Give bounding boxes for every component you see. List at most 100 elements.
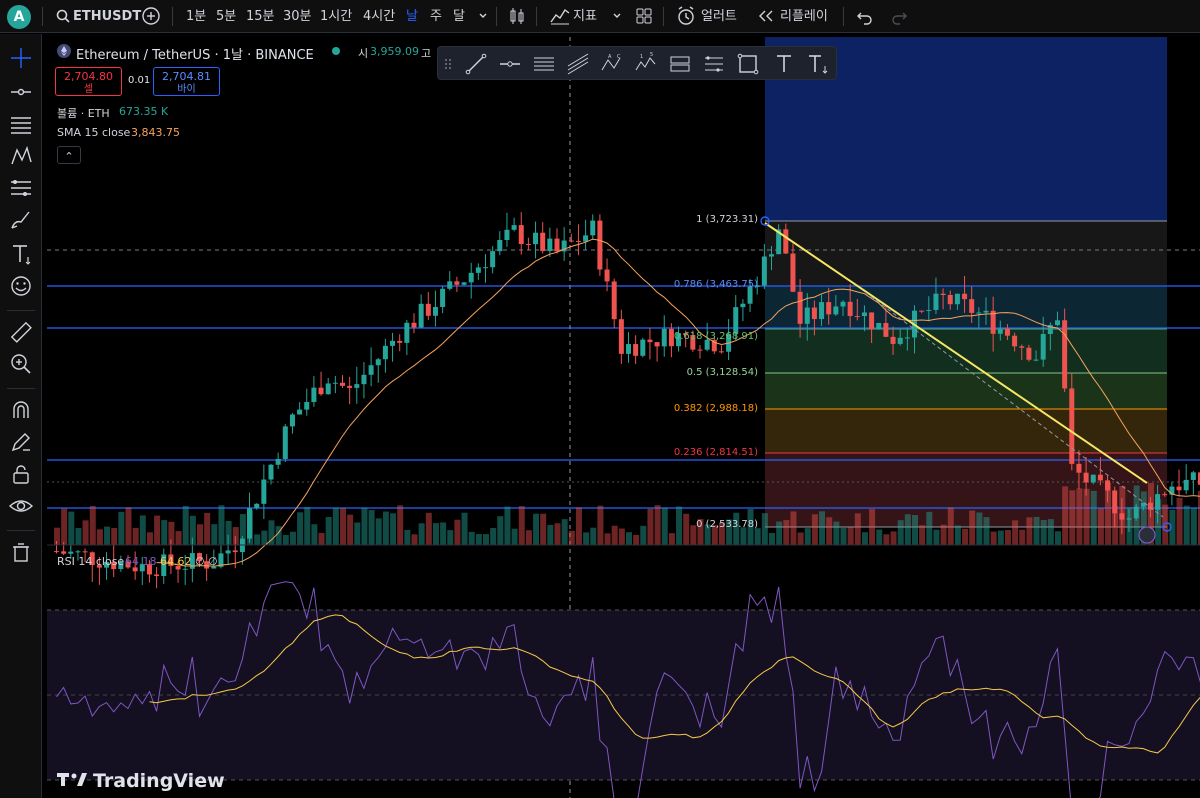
volume-bar [1069,490,1076,545]
draw-hline-icon[interactable] [498,52,522,76]
candle-body [1183,479,1189,491]
volume-bar [511,528,518,545]
sell-button[interactable]: 2,704.80 셀 [55,67,122,96]
redo-icon[interactable] [890,0,908,33]
ruler-icon[interactable] [7,318,35,346]
volume-bar [282,534,289,545]
draw-fib-channel-icon[interactable] [566,52,590,76]
forecast-tool-icon[interactable] [7,174,35,202]
interval-15m[interactable]: 15분 [246,9,275,24]
horizontal-lines-icon[interactable] [7,110,35,138]
candle-body [826,302,832,315]
sma-label[interactable]: SMA 15 close [57,126,131,139]
buy-button[interactable]: 2,704.81 바이 [153,67,220,96]
candle-body [211,566,217,569]
volume-bar [976,512,983,545]
interval-1mo[interactable]: 달 [453,9,465,24]
candle-body [139,564,145,572]
candle-body [304,402,310,410]
candle-body [1162,494,1168,496]
candle-body [89,552,95,566]
candle-body [890,336,896,344]
undo-icon[interactable] [856,0,874,33]
text-tool-icon[interactable] [7,240,35,268]
candle-body [554,238,560,252]
candle-body [518,225,524,245]
fib-zone-0 [765,221,1167,286]
pattern-icon[interactable] [7,142,35,170]
volume-bar [940,524,947,545]
volume-bar [382,511,389,545]
interval-4h[interactable]: 4시간 [363,9,396,24]
volume-bar [96,529,103,545]
candle-body [468,272,474,283]
interval-1d[interactable]: 날 [406,9,418,24]
draw-long-position-icon[interactable] [668,52,692,76]
user-avatar[interactable]: A [7,5,31,29]
volume-bar [733,512,740,545]
trend-line-icon[interactable] [7,78,35,106]
draw-rectangle-icon[interactable] [736,52,760,76]
volume-bar [633,534,640,545]
interval-dropdown-icon[interactable] [478,0,488,33]
layout-grid-icon[interactable] [635,0,653,33]
indicators-icon[interactable] [549,0,571,33]
crosshair-icon[interactable] [7,44,35,72]
drag-handle-icon[interactable] [442,52,454,76]
candle-style-icon[interactable] [508,0,526,33]
symbol-name[interactable]: ETHUSDT [73,9,142,24]
candle-body [897,337,903,344]
interval-1w[interactable]: 주 [430,9,442,24]
volume-bar [325,516,332,545]
candle-body [869,312,875,330]
replay-button[interactable]: 리플레이 [780,9,828,24]
volume-bar [340,508,346,545]
candle-body [325,383,331,395]
interval-1h[interactable]: 1시간 [320,9,353,24]
chart-canvas[interactable] [47,37,1200,798]
indicators-button[interactable]: 지표 [573,9,597,24]
trash-icon[interactable] [7,538,35,566]
interval-1m[interactable]: 1분 [186,9,207,24]
draw-anchored-text-icon[interactable] [806,52,830,76]
chart-area[interactable]: Ethereum / TetherUS · 1날 · BINANCE 시 3,9… [47,37,1200,798]
candle-body [275,458,281,465]
lock-icon[interactable] [7,460,35,488]
volume-bar [483,534,489,545]
sell-label: 셀 [83,84,94,95]
zoom-in-icon[interactable] [7,350,35,378]
symbol-search-icon[interactable] [56,0,70,33]
collapse-legend-button[interactable]: ⌃ [57,146,81,164]
draw-trendline-icon[interactable] [464,52,488,76]
volume-bar [1019,529,1026,545]
alert-button[interactable]: 얼러트 [701,9,737,24]
emoji-icon[interactable] [7,272,35,300]
fib-level-0786-label: 0.786 (3,463.75) [673,279,758,290]
draw-date-range-icon[interactable] [702,52,726,76]
candle-body [561,240,567,252]
candle-body [604,269,610,282]
brush-icon[interactable] [7,206,35,234]
compare-add-icon[interactable] [141,0,161,33]
candle-body [447,281,453,289]
rsi-label[interactable]: RSI 14 close [57,555,125,568]
candle-body [375,359,381,366]
eye-icon[interactable] [7,492,35,520]
stay-in-drawing-icon[interactable] [7,428,35,456]
draw-text-icon[interactable] [772,52,796,76]
magnet-icon[interactable] [7,396,35,424]
volume-bar [418,523,425,545]
candle-body [990,310,996,334]
interval-30m[interactable]: 30분 [283,9,312,24]
chart-title[interactable]: Ethereum / TetherUS · 1날 · BINANCE [76,48,314,63]
draw-parallel-channel-icon[interactable] [532,52,556,76]
volume-label[interactable]: 볼륨 · ETH [57,107,110,120]
replay-icon[interactable] [757,0,775,33]
alert-clock-icon[interactable] [676,0,696,33]
interval-5m[interactable]: 5분 [216,9,237,24]
indicators-dropdown-icon[interactable] [612,0,622,33]
candle-body [404,322,410,343]
volume-bar [454,519,461,545]
